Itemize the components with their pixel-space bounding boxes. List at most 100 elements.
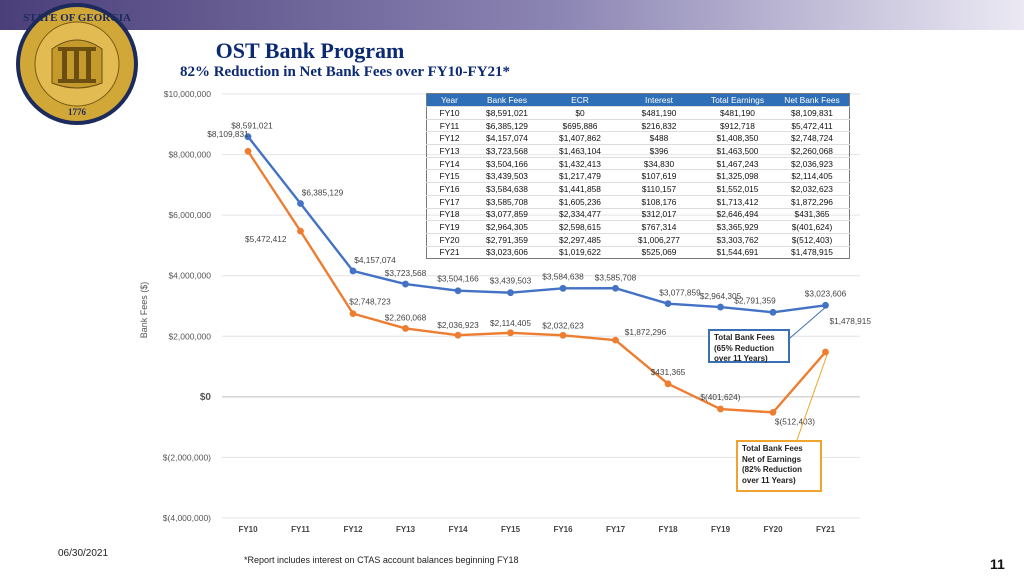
table-cell-year: FY15 xyxy=(426,169,472,183)
bank_fees-data-label: $3,504,166 xyxy=(437,274,479,284)
table-cell-year: FY18 xyxy=(426,207,472,221)
table-cell: $1,478,915 xyxy=(775,245,850,259)
table-cell-year: FY16 xyxy=(426,182,472,196)
table-cell: $2,260,068 xyxy=(775,144,850,158)
page-number: 11 xyxy=(990,556,1005,572)
table-cell-year: FY12 xyxy=(426,131,472,145)
x-tick-label: FY18 xyxy=(658,525,678,534)
table-cell: $481,190 xyxy=(700,106,775,120)
table-cell: $2,334,477 xyxy=(542,207,618,221)
net_fees-point xyxy=(297,227,304,235)
table-cell-year: FY11 xyxy=(426,118,472,132)
table-cell: $8,591,021 xyxy=(472,106,542,120)
x-tick-label: FY17 xyxy=(606,525,626,534)
table-cell: $1,463,500 xyxy=(700,144,775,158)
table-cell: $1,019,622 xyxy=(542,245,618,259)
table-cell: $2,032,623 xyxy=(775,182,850,196)
bank_fees-line xyxy=(247,135,826,314)
seal-ring-text: STATE OF GEORGIA xyxy=(23,12,131,24)
bank_fees-data-label: $2,964,305 xyxy=(700,291,742,301)
bank_fees-point xyxy=(507,289,514,297)
header-band xyxy=(0,0,1024,30)
x-tick-label: FY14 xyxy=(448,525,468,534)
table-cell: $1,407,862 xyxy=(542,131,618,145)
table-cell: $3,504,166 xyxy=(472,156,542,170)
bank_fees-data-label: $6,385,129 xyxy=(302,187,344,197)
table-cell: $1,432,413 xyxy=(542,156,618,170)
table-header: Total Earnings xyxy=(700,93,775,107)
net_fees-point xyxy=(244,147,252,155)
bank_fees-data-label: $3,723,568 xyxy=(385,268,427,278)
net_fees-line xyxy=(246,150,827,414)
table-row: FY16 $3,584,638 $1,441,858 $110,157 $1,552,0… xyxy=(426,182,850,196)
table-cell: $1,713,412 xyxy=(700,194,775,208)
x-tick-label: FY13 xyxy=(396,525,416,534)
table-row: FY15 $3,439,503 $1,217,479 $107,619 $1,325,0… xyxy=(426,169,850,183)
bank_fees-data-label: $3,585,708 xyxy=(595,272,637,282)
table-cell: $2,646,494 xyxy=(700,207,775,221)
table-header: Net Bank Fees xyxy=(775,93,850,107)
net_fees-point xyxy=(402,325,409,332)
table-cell: $3,077,859 xyxy=(472,207,542,221)
table-cell-year: FY17 xyxy=(426,194,472,208)
net_fees-data-label: $2,032,623 xyxy=(542,320,584,330)
y-tick-label: $6,000,000 xyxy=(168,210,211,220)
bank_fees-point xyxy=(454,287,462,295)
bank_fees-data-label: $4,157,074 xyxy=(354,255,396,265)
net_fees-point xyxy=(507,329,514,337)
net-fees-callout: Total Bank Fees Net of Earnings (82% Red… xyxy=(736,440,822,492)
table-cell: $3,365,929 xyxy=(700,220,775,234)
net_fees-point xyxy=(822,348,829,356)
bank_fees-data-label: $3,584,638 xyxy=(542,271,584,281)
table-cell: $2,297,485 xyxy=(542,232,618,247)
net-fees-callout-pointer xyxy=(796,354,828,441)
bank_fees-point xyxy=(769,308,777,316)
bank_fees-point xyxy=(612,284,619,292)
table-cell: $1,872,296 xyxy=(775,194,850,208)
table-row: FY11 $6,385,129 $695,886 $216,832 $912,718 $5… xyxy=(426,118,850,132)
table-cell: $3,584,638 xyxy=(472,182,542,196)
y-tick-label: $8,000,000 xyxy=(168,150,211,160)
x-tick-label: FY19 xyxy=(711,525,731,534)
table-cell: $6,385,129 xyxy=(472,118,542,132)
x-tick-label: FY12 xyxy=(343,525,363,534)
net_fees-data-label: $8,109,831 xyxy=(207,129,249,139)
table-cell: $1,605,236 xyxy=(542,194,618,208)
table-cell: $1,408,350 xyxy=(700,131,775,145)
net_fees-data-label: $2,114,405 xyxy=(490,318,531,328)
x-tick-label: FY15 xyxy=(501,525,521,534)
bank-fees-table: Year Bank Fees ECR Interest Total Earnin… xyxy=(426,93,850,260)
bank_fees-data-label: $8,591,021 xyxy=(231,121,273,131)
table-cell: $695,886 xyxy=(542,118,618,132)
page-title: OST Bank Program xyxy=(215,38,405,63)
net_fees-point xyxy=(717,405,724,413)
bank_fees-point xyxy=(664,300,672,308)
x-tick-label: FY20 xyxy=(763,525,783,534)
y-tick-label: $(2,000,000) xyxy=(163,452,211,462)
table-cell: $396 xyxy=(618,144,700,158)
bank_fees-point xyxy=(297,200,304,207)
table-cell: $107,619 xyxy=(618,169,700,183)
net_fees-data-label: $2,036,923 xyxy=(437,320,479,330)
table-cell-year: FY21 xyxy=(426,245,472,259)
table-cell-year: FY10 xyxy=(426,106,472,120)
table-row: FY19 $2,964,305 $2,598,615 $767,314 $3,365,9… xyxy=(426,220,850,234)
y-axis-title: Bank Fees ($) xyxy=(139,282,149,339)
table-header: Year xyxy=(426,93,472,107)
bank_fees-data-label: $3,077,859 xyxy=(659,288,701,298)
y-tick-label: $(4,000,000) xyxy=(163,513,211,523)
table-cell: $3,023,606 xyxy=(472,245,542,259)
table-cell: $3,585,708 xyxy=(472,194,542,208)
net_fees-data-label: $(401,624) xyxy=(700,392,740,402)
table-cell: $2,114,405 xyxy=(775,169,850,183)
page-subtitle: 82% Reduction in Net Bank Fees over FY10… xyxy=(179,64,511,80)
table-cell: $8,109,831 xyxy=(775,106,850,120)
table-cell-year: FY13 xyxy=(426,144,472,158)
state-seal-logo: STATE OF GEORGIA 1776 xyxy=(16,3,138,125)
net_fees-data-label: $431,365 xyxy=(651,367,686,377)
table-row: FY21 $3,023,606 $1,019,622 $525,069 $1,544,6… xyxy=(426,245,850,259)
table-cell: $3,439,503 xyxy=(472,169,542,183)
bank-fees-callout-pointer xyxy=(789,305,828,339)
table-header: ECR xyxy=(542,93,618,107)
